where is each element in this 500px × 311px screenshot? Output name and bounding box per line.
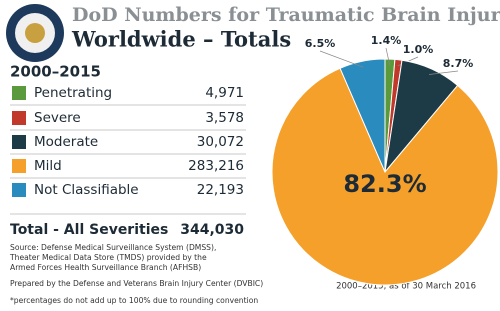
slice-label: 1.4% <box>371 34 402 47</box>
legend-swatch <box>12 111 26 125</box>
total-label: Total - All Severities <box>10 222 168 238</box>
leader-line <box>429 70 459 75</box>
legend-count: 3,578 <box>205 110 244 126</box>
pie: 1.4%1.0% 8.7% 82.3% 6.5% <box>271 34 499 286</box>
slice-label: 1.0% <box>403 43 434 56</box>
subtitle: Worldwide – Totals <box>71 27 291 52</box>
legend-swatch <box>12 183 26 197</box>
legend-label: Mild <box>34 158 62 174</box>
legend-label: Penetrating <box>34 85 112 101</box>
pie-slice <box>339 58 386 173</box>
period: 2000–2015 <box>10 63 101 81</box>
leader-line <box>319 50 364 68</box>
legend-swatch <box>12 135 26 149</box>
legend-label: Severe <box>34 110 81 126</box>
footnote: *percentages do not add up to 100% due t… <box>10 296 258 305</box>
legend-label: Not Classifiable <box>34 182 139 198</box>
legend-swatch <box>12 159 26 173</box>
source-line: Theater Medical Data Store (TMDS) provid… <box>9 253 207 262</box>
legend-swatch <box>12 86 26 100</box>
legend-count: 4,971 <box>205 85 244 101</box>
slice-label: 82.3% <box>343 170 426 198</box>
source-line: Armed Forces Health Surveillance Branch … <box>10 263 201 272</box>
legend-label: Moderate <box>34 134 98 150</box>
slice-label: 6.5% <box>305 37 336 50</box>
leader-line <box>385 47 391 66</box>
source-line: Source: Defense Medical Surveillance Sys… <box>10 243 216 252</box>
date-note: 2000–2015, as of 30 March 2016 <box>336 282 476 292</box>
pie-slice <box>271 67 499 286</box>
legend-count: 283,216 <box>188 158 244 174</box>
legend-count: 30,072 <box>197 134 244 150</box>
prepared-by: Prepared by the Defense and Veterans Bra… <box>10 279 263 288</box>
legend-count: 22,193 <box>197 182 244 198</box>
title: DoD Numbers for Traumatic Brain Injury <box>72 4 500 26</box>
slice-label: 8.7% <box>443 57 474 70</box>
seal <box>6 4 64 62</box>
total-value: 344,030 <box>180 222 244 238</box>
legend: Penetrating 4,971 Severe 3,578 Moderate 30,07… <box>10 85 246 198</box>
